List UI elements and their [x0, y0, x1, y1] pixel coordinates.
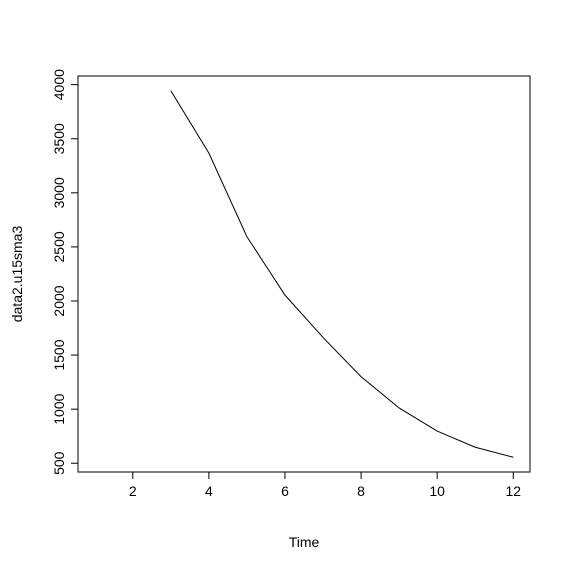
- series-line: [170, 90, 514, 458]
- x-tick-label: 2: [129, 483, 137, 499]
- y-axis-label: data2.u15sma3: [9, 226, 25, 323]
- plot-box: [77, 75, 531, 473]
- y-tick-label: 1000: [51, 393, 67, 424]
- y-tick-label: 1500: [51, 339, 67, 370]
- y-tick-label: 2000: [51, 285, 67, 316]
- x-tick-label: 4: [205, 483, 213, 499]
- y-tick-label: 500: [51, 451, 67, 475]
- x-tick-label: 6: [281, 483, 289, 499]
- y-tick-label: 2500: [51, 231, 67, 262]
- y-tick-label: 3000: [51, 177, 67, 208]
- x-axis-label: Time: [289, 534, 320, 550]
- y-tick-label: 3500: [51, 123, 67, 154]
- y-tick-label: 4000: [51, 69, 67, 100]
- x-tick-label: 8: [357, 483, 365, 499]
- x-tick-label: 12: [505, 483, 521, 499]
- x-tick-label: 10: [429, 483, 445, 499]
